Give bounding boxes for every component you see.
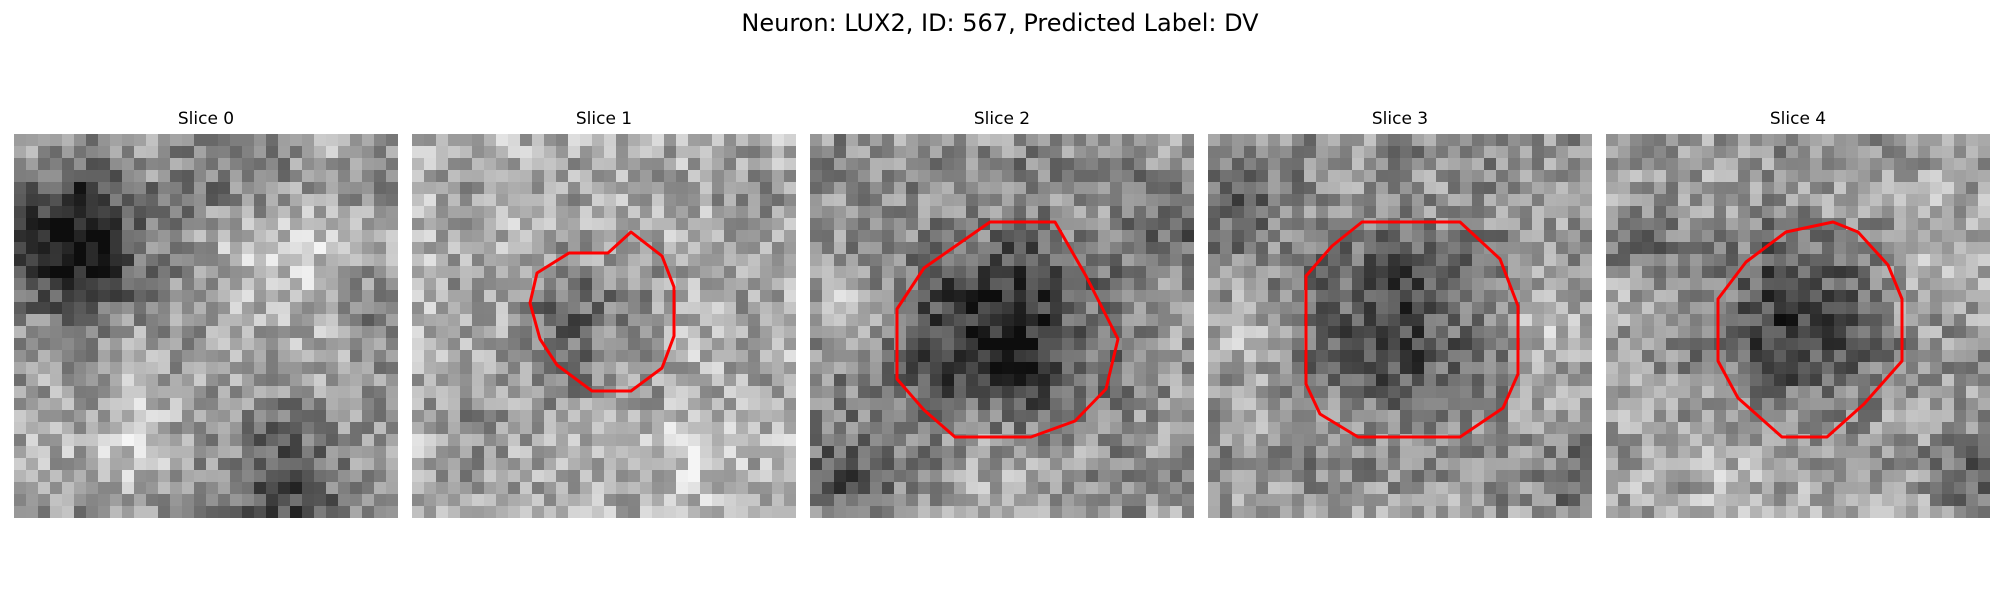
- slice-grayscale-image-0: [14, 134, 398, 518]
- slice-panel-3: Slice 3: [1208, 108, 1592, 518]
- slice-panel-4: Slice 4: [1606, 108, 1990, 518]
- slice-panel-2: Slice 2: [810, 108, 1194, 518]
- slice-image-1: [412, 134, 796, 518]
- slice-image-3: [1208, 134, 1592, 518]
- slice-image-4: [1606, 134, 1990, 518]
- slice-title-0: Slice 0: [14, 108, 398, 130]
- slice-title-3: Slice 3: [1208, 108, 1592, 130]
- slice-title-4: Slice 4: [1606, 108, 1990, 130]
- slice-grayscale-image-3: [1208, 134, 1592, 518]
- slice-image-0: [14, 134, 398, 518]
- slice-grayscale-image-4: [1606, 134, 1990, 518]
- slice-grayscale-image-2: [810, 134, 1194, 518]
- slice-image-2: [810, 134, 1194, 518]
- slice-title-2: Slice 2: [810, 108, 1194, 130]
- slice-panel-1: Slice 1: [412, 108, 796, 518]
- slice-grayscale-image-1: [412, 134, 796, 518]
- figure-title: Neuron: LUX2, ID: 567, Predicted Label: …: [0, 8, 2000, 38]
- slice-title-1: Slice 1: [412, 108, 796, 130]
- slice-panel-0: Slice 0: [14, 108, 398, 518]
